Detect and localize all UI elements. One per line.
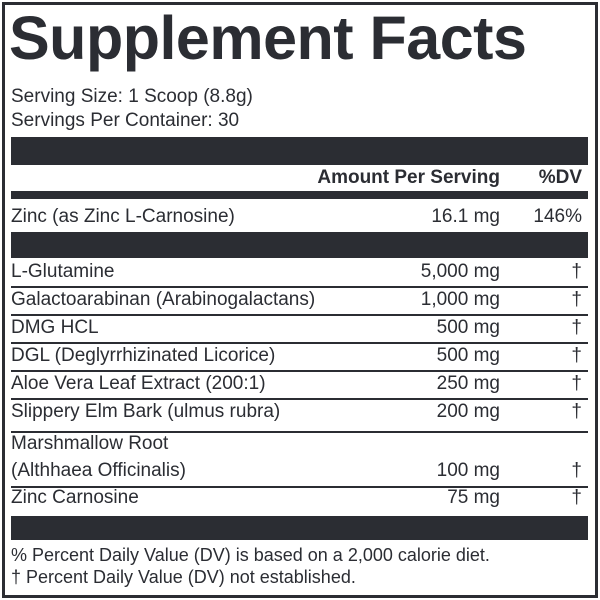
footnote-dagger: † Percent Daily Value (DV) not establish… <box>11 567 356 587</box>
ingredient-name: DGL (Deglyrrhizinated Licorice) <box>11 345 276 366</box>
divider-bar <box>11 516 588 540</box>
ingredient-name-continued: (Althhaea Officinalis) <box>11 460 186 481</box>
ingredient-amount: 75 mg <box>447 487 500 508</box>
row-divider <box>11 398 588 400</box>
ingredient-dv: † <box>571 460 582 481</box>
ingredient-name: Aloe Vera Leaf Extract (200:1) <box>11 373 266 394</box>
row-divider <box>11 486 588 488</box>
servings-per-container: Servings Per Container: 30 <box>11 110 240 131</box>
ingredient-amount: 250 mg <box>436 373 500 394</box>
divider-bar-thin <box>11 191 588 199</box>
serving-size: Serving Size: 1 Scoop (8.8g) <box>11 86 253 107</box>
ingredient-dv: † <box>571 487 582 508</box>
ingredient-dv: † <box>571 373 582 394</box>
ingredient-amount: 200 mg <box>436 401 500 422</box>
divider-bar <box>11 232 588 258</box>
row-divider <box>11 370 588 372</box>
ingredient-name: DMG HCL <box>11 317 99 338</box>
nutrient-name: Zinc (as Zinc L-Carnosine) <box>11 206 235 227</box>
row-divider <box>11 286 588 288</box>
ingredient-amount: 100 mg <box>436 460 500 481</box>
ingredient-dv: † <box>571 261 582 282</box>
ingredient-dv: † <box>571 345 582 366</box>
dv-header: %DV <box>538 167 582 188</box>
ingredient-amount: 1,000 mg <box>420 289 500 310</box>
row-divider <box>11 342 588 344</box>
ingredient-name: Zinc Carnosine <box>11 487 139 508</box>
label-title: Supplement Facts <box>9 4 527 72</box>
nutrient-dv: 146% <box>533 206 582 227</box>
amount-header: Amount Per Serving <box>317 167 500 188</box>
ingredient-amount: 500 mg <box>436 345 500 366</box>
ingredient-name: Marshmallow Root <box>11 433 169 454</box>
divider-bar <box>11 137 588 165</box>
row-divider <box>11 431 588 433</box>
ingredient-dv: † <box>571 289 582 310</box>
ingredient-name: L-Glutamine <box>11 261 115 282</box>
ingredient-name: Slippery Elm Bark (ulmus rubra) <box>11 401 281 422</box>
ingredient-dv: † <box>571 317 582 338</box>
ingredient-name: Galactoarabinan (Arabinogalactans) <box>11 289 316 310</box>
footnote-dv: % Percent Daily Value (DV) is based on a… <box>11 545 490 565</box>
row-divider <box>11 314 588 316</box>
ingredient-amount: 500 mg <box>436 317 500 338</box>
ingredient-dv: † <box>571 401 582 422</box>
nutrient-amount: 16.1 mg <box>431 206 500 227</box>
ingredient-amount: 5,000 mg <box>420 261 500 282</box>
